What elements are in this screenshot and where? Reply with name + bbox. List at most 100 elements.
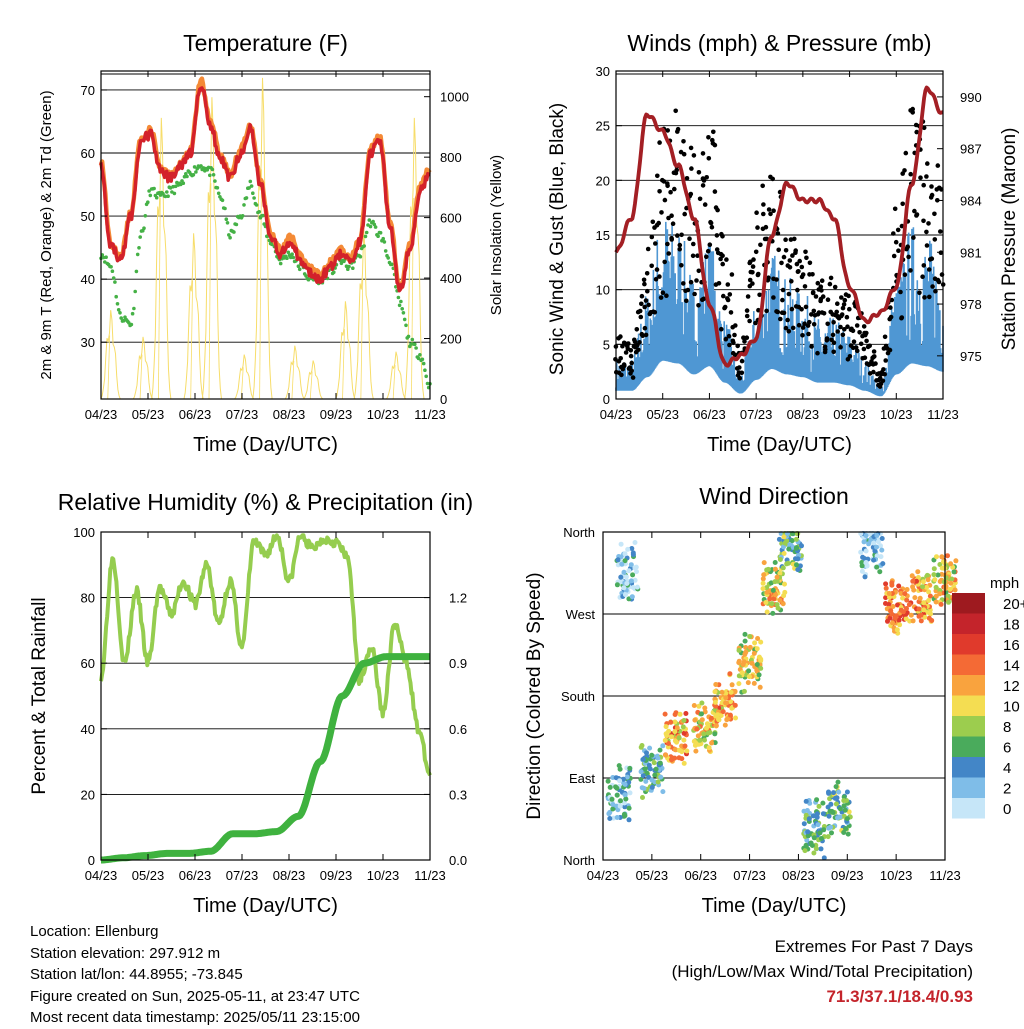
gust-point — [902, 272, 908, 278]
gust-point — [811, 308, 817, 314]
dir-xlabel: Time (Day/UTC) — [702, 895, 847, 917]
direction-point — [878, 543, 883, 549]
gust-point — [692, 291, 697, 297]
direction-point — [883, 581, 889, 587]
gust-point — [770, 176, 775, 182]
direction-point — [647, 766, 653, 772]
temp-x-tick-label: 04/23 — [85, 407, 118, 422]
wind-x-tick-label: 06/23 — [693, 407, 726, 422]
gust-point — [857, 330, 862, 335]
gust-point — [785, 317, 790, 323]
gust-point — [645, 246, 651, 252]
dewpoint-point — [191, 173, 196, 177]
gust-point — [758, 242, 763, 248]
gust-point — [754, 210, 759, 215]
gust-point — [799, 264, 805, 270]
temp-ylabel-right: Solar Insolation (Yellow) — [488, 155, 505, 315]
gust-point — [896, 248, 901, 253]
gust-point — [929, 184, 934, 189]
gust-point — [739, 358, 745, 364]
dewpoint-point — [409, 342, 413, 346]
direction-point — [720, 709, 726, 715]
direction-point — [841, 798, 847, 804]
gust-point — [691, 153, 697, 158]
direction-point — [780, 601, 786, 607]
dewpoint-point — [421, 361, 426, 366]
rh-x-tick-label: 09/23 — [320, 868, 353, 883]
direction-point — [910, 618, 916, 624]
gust-point — [632, 337, 637, 343]
gust-point — [930, 284, 935, 289]
gust-point — [677, 242, 683, 248]
gust-point — [644, 271, 650, 276]
gust-point — [787, 258, 793, 263]
gust-point — [781, 254, 787, 260]
direction-point — [918, 618, 924, 624]
direction-point — [643, 778, 649, 784]
direction-point — [767, 596, 773, 602]
speed-legend: mph 20+ 18 16 14 12 10 8 6 4 2 0 — [952, 575, 1024, 819]
rh-y-tick-label: 20 — [81, 787, 95, 802]
direction-point — [722, 722, 728, 728]
direction-point — [640, 773, 646, 779]
legend-swatch — [952, 798, 985, 819]
solar-insolation-peak — [100, 310, 121, 400]
gust-point — [744, 308, 750, 313]
gust-point — [887, 347, 893, 353]
direction-point — [699, 711, 704, 717]
gust-point — [845, 324, 850, 330]
gust-point — [642, 304, 647, 310]
gust-point — [921, 263, 927, 268]
dewpoint-point — [296, 264, 301, 269]
direction-point — [719, 689, 725, 695]
gust-point — [653, 241, 658, 246]
direction-point — [702, 737, 707, 743]
dewpoint-point — [211, 173, 216, 177]
dewpoint-point — [410, 337, 415, 342]
direction-point — [709, 740, 715, 746]
gust-point — [665, 128, 670, 133]
dewpoint-point — [249, 184, 254, 188]
direction-point — [746, 668, 752, 674]
gust-point — [789, 279, 794, 284]
direction-point — [644, 750, 649, 756]
gust-point — [619, 372, 624, 378]
dewpoint-point — [290, 252, 294, 256]
gust-point — [629, 360, 634, 366]
gust-point — [891, 231, 896, 236]
gust-point — [766, 207, 772, 212]
gust-point — [712, 189, 718, 194]
direction-point — [747, 644, 753, 650]
direction-point — [795, 556, 801, 562]
gust-point — [637, 308, 643, 314]
direction-point — [794, 545, 799, 551]
direction-point — [816, 803, 822, 809]
dewpoint-point — [199, 164, 203, 168]
gust-point — [840, 305, 846, 311]
legend-label: 6 — [1003, 740, 1011, 757]
direction-point — [614, 792, 620, 798]
direction-point — [727, 712, 733, 718]
gust-point — [924, 229, 929, 235]
gust-point — [657, 140, 662, 145]
gust-point — [721, 293, 726, 299]
legend-swatch — [952, 757, 985, 778]
direction-point — [861, 539, 867, 545]
gust-point — [793, 248, 798, 253]
direction-point — [630, 572, 636, 578]
wind-xlabel: Time (Day/UTC) — [707, 434, 852, 456]
direction-point — [613, 784, 619, 790]
direction-point — [618, 798, 623, 804]
direction-point — [694, 726, 700, 732]
direction-point — [706, 745, 712, 751]
gust-point — [838, 345, 843, 350]
gust-point — [626, 341, 631, 346]
direction-point — [649, 777, 655, 783]
direction-point — [830, 810, 836, 815]
gust-point — [657, 274, 662, 279]
gust-point — [668, 189, 673, 195]
temp-y2-tick-label: 800 — [440, 150, 462, 165]
direction-point — [951, 569, 957, 575]
dir-x-tick-label: 07/23 — [733, 868, 766, 883]
elevation-text: Station elevation: 297.912 m — [30, 944, 221, 962]
